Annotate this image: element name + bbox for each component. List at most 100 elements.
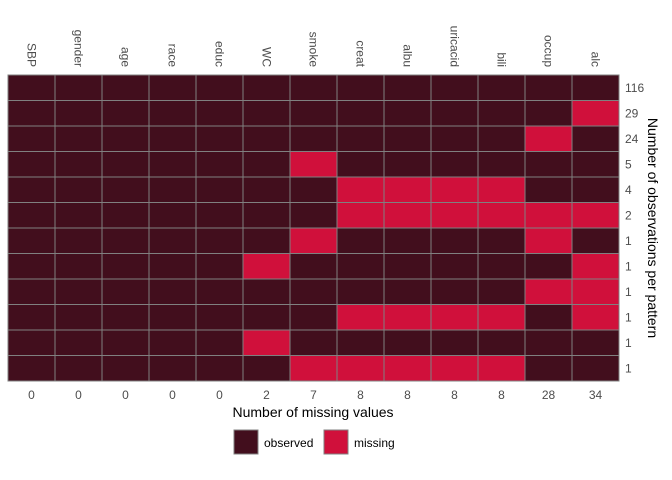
cell-observed (383, 253, 432, 280)
cell-missing (477, 355, 526, 382)
cell-observed (336, 278, 385, 305)
cell-observed (54, 100, 103, 127)
pattern-count-label: 1 (625, 259, 632, 273)
variable-label: SBP (25, 43, 39, 67)
cell-missing (383, 202, 432, 229)
cell-observed (54, 253, 103, 280)
cell-missing (524, 202, 573, 229)
cell-observed (289, 278, 338, 305)
cell-observed (242, 202, 291, 229)
cell-observed (7, 329, 56, 356)
cell-observed (7, 151, 56, 178)
cell-observed (430, 278, 479, 305)
cell-missing (289, 355, 338, 382)
cell-observed (7, 304, 56, 331)
missing-count-label: 28 (542, 388, 556, 402)
cell-observed (54, 355, 103, 382)
legend: observed missing (233, 429, 395, 455)
cell-observed (242, 227, 291, 254)
cell-observed (430, 253, 479, 280)
cell-missing (383, 355, 432, 382)
cell-observed (54, 151, 103, 178)
missing-count-label: 8 (498, 388, 505, 402)
cell-observed (477, 329, 526, 356)
cell-missing (477, 202, 526, 229)
cell-missing (571, 278, 620, 305)
cell-missing (430, 355, 479, 382)
cell-observed (383, 74, 432, 101)
cell-observed (477, 227, 526, 254)
pattern-count-label: 1 (625, 361, 632, 375)
cell-observed (524, 253, 573, 280)
cell-observed (242, 355, 291, 382)
cell-observed (242, 100, 291, 127)
variable-label: albu (401, 44, 415, 67)
y-axis-title: Number of observations per pattern (645, 118, 661, 338)
cell-observed (54, 278, 103, 305)
variable-label: bili (495, 52, 509, 67)
variable-label: creat (354, 40, 368, 67)
cell-observed (571, 176, 620, 203)
variable-label: race (166, 44, 180, 68)
cell-observed (477, 253, 526, 280)
cell-observed (524, 355, 573, 382)
cell-missing (336, 176, 385, 203)
cell-observed (148, 278, 197, 305)
cell-observed (101, 278, 150, 305)
cell-missing (477, 304, 526, 331)
cell-observed (195, 125, 244, 152)
cell-observed (195, 304, 244, 331)
pattern-count-label: 2 (625, 208, 632, 222)
cell-observed (195, 74, 244, 101)
cell-observed (148, 329, 197, 356)
cell-observed (430, 227, 479, 254)
cell-observed (101, 329, 150, 356)
cell-observed (54, 304, 103, 331)
cell-observed (54, 74, 103, 101)
cell-observed (195, 227, 244, 254)
cell-missing (289, 151, 338, 178)
cell-observed (54, 176, 103, 203)
cell-observed (148, 253, 197, 280)
cell-observed (101, 253, 150, 280)
cell-observed (7, 278, 56, 305)
pattern-count-label: 116 (625, 81, 644, 95)
cell-observed (148, 74, 197, 101)
cell-observed (289, 100, 338, 127)
cell-missing (524, 227, 573, 254)
missing-count-label: 8 (451, 388, 458, 402)
cell-observed (383, 227, 432, 254)
cell-observed (7, 253, 56, 280)
variable-label: uricacid (448, 26, 462, 67)
cell-observed (242, 176, 291, 203)
cell-observed (148, 355, 197, 382)
cell-observed (195, 176, 244, 203)
missing-count-label: 0 (216, 388, 223, 402)
cell-observed (336, 74, 385, 101)
cell-observed (336, 329, 385, 356)
cell-observed (571, 227, 620, 254)
cell-observed (524, 100, 573, 127)
cell-observed (524, 74, 573, 101)
cell-observed (7, 227, 56, 254)
cell-missing (571, 253, 620, 280)
cell-observed (195, 329, 244, 356)
cell-observed (524, 176, 573, 203)
variable-label: WC (260, 47, 274, 67)
cell-observed (242, 278, 291, 305)
cell-missing (336, 355, 385, 382)
missing-count-label: 0 (122, 388, 129, 402)
cell-missing (242, 253, 291, 280)
cell-observed (148, 176, 197, 203)
cell-observed (148, 202, 197, 229)
cell-observed (430, 125, 479, 152)
cell-observed (383, 278, 432, 305)
cell-observed (336, 100, 385, 127)
cell-missing (336, 202, 385, 229)
cell-observed (289, 202, 338, 229)
cell-observed (101, 304, 150, 331)
variable-label: smoke (307, 32, 321, 68)
cell-observed (289, 253, 338, 280)
cell-observed (477, 278, 526, 305)
cell-observed (54, 227, 103, 254)
